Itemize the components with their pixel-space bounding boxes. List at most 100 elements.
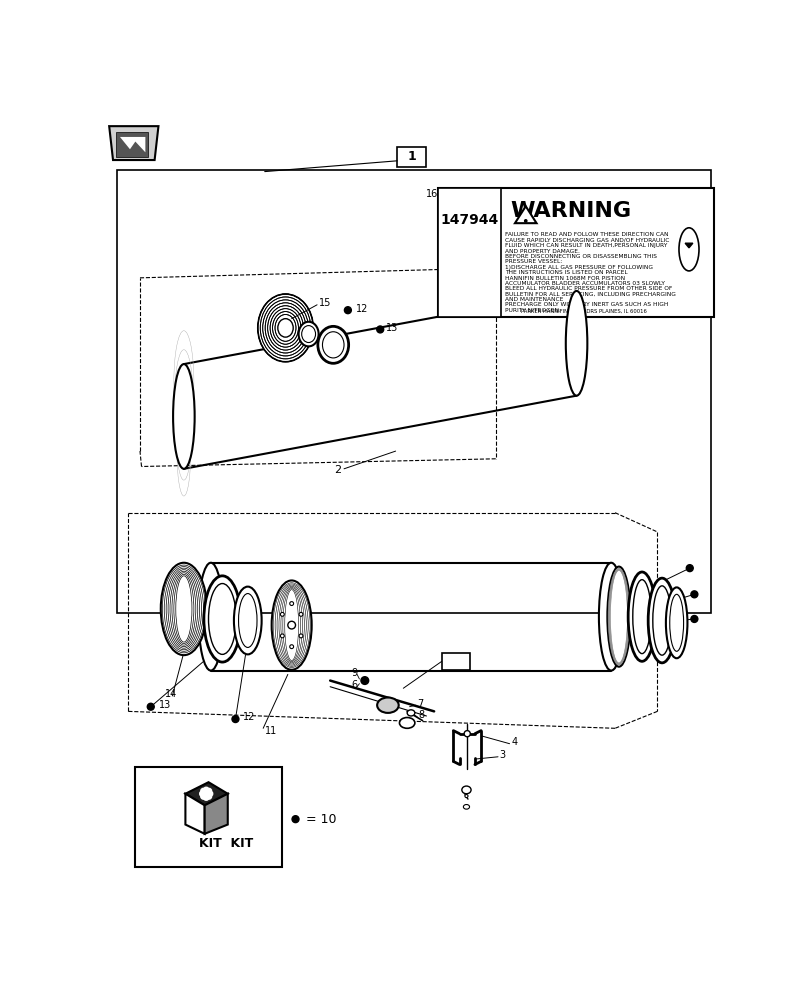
Polygon shape	[109, 126, 158, 160]
Circle shape	[524, 220, 527, 222]
Ellipse shape	[599, 563, 624, 671]
Circle shape	[377, 326, 384, 333]
Text: 1: 1	[407, 150, 416, 163]
Ellipse shape	[173, 364, 195, 469]
Ellipse shape	[462, 786, 471, 794]
Text: 147944: 147944	[440, 213, 499, 227]
Ellipse shape	[204, 576, 241, 662]
Circle shape	[232, 716, 239, 723]
Text: FAILURE TO READ AND FOLLOW THESE DIRECTION CAN: FAILURE TO READ AND FOLLOW THESE DIRECTI…	[505, 232, 668, 237]
Circle shape	[344, 307, 351, 314]
Text: 9: 9	[351, 668, 357, 678]
Circle shape	[201, 789, 206, 793]
Circle shape	[207, 789, 211, 793]
Polygon shape	[120, 137, 145, 152]
Text: = 10: = 10	[306, 813, 337, 826]
Circle shape	[280, 634, 284, 638]
Circle shape	[290, 645, 293, 649]
Text: 16: 16	[426, 189, 438, 199]
Ellipse shape	[566, 291, 587, 396]
Circle shape	[207, 794, 211, 799]
Text: 6: 6	[351, 680, 357, 690]
Ellipse shape	[258, 294, 314, 362]
Text: AND MAINTENANCE: AND MAINTENANCE	[505, 297, 563, 302]
Circle shape	[280, 612, 284, 616]
Circle shape	[201, 794, 206, 799]
Text: 5: 5	[452, 656, 460, 666]
Text: HANNIFIN BULLETIN 1068M FOR PISTION: HANNIFIN BULLETIN 1068M FOR PISTION	[505, 276, 625, 281]
Text: CAUSE RAPIDLY DISCHARGING GAS AND/OF HYDRAULIC: CAUSE RAPIDLY DISCHARGING GAS AND/OF HYD…	[505, 238, 669, 243]
Ellipse shape	[407, 710, 415, 716]
Text: PRESSURE VESSEL:: PRESSURE VESSEL:	[505, 259, 562, 264]
Text: 14: 14	[165, 689, 177, 699]
Ellipse shape	[628, 572, 656, 661]
Ellipse shape	[463, 805, 469, 809]
Text: 4: 4	[511, 737, 517, 747]
Ellipse shape	[271, 580, 312, 670]
Circle shape	[290, 602, 293, 605]
Ellipse shape	[608, 567, 630, 667]
Polygon shape	[185, 794, 204, 834]
Text: FLUID WHICH CAN RESULT IN DEATH,PERSONAL INJURY: FLUID WHICH CAN RESULT IN DEATH,PERSONAL…	[505, 243, 667, 248]
Bar	[398, 147, 427, 167]
Circle shape	[361, 677, 368, 684]
Circle shape	[686, 565, 693, 572]
Circle shape	[691, 615, 698, 622]
Text: KIT  KIT: KIT KIT	[199, 837, 254, 850]
Polygon shape	[204, 794, 228, 834]
Ellipse shape	[299, 322, 318, 346]
Bar	[438, 188, 713, 317]
Text: 13: 13	[386, 323, 398, 333]
Bar	[438, 188, 501, 317]
Ellipse shape	[648, 578, 676, 663]
Text: AND PROPERTY DAMAGE.: AND PROPERTY DAMAGE.	[505, 249, 580, 254]
Text: 8: 8	[419, 710, 425, 720]
Text: 13: 13	[158, 700, 170, 710]
Text: 2: 2	[335, 465, 342, 475]
Text: 3: 3	[499, 750, 506, 760]
Ellipse shape	[377, 698, 398, 713]
Text: WARNING: WARNING	[510, 201, 631, 221]
Ellipse shape	[234, 587, 262, 654]
Ellipse shape	[666, 587, 688, 658]
Polygon shape	[685, 243, 692, 248]
Circle shape	[288, 621, 296, 629]
Text: 12: 12	[356, 304, 368, 314]
Text: BULLETIN FOR ALL SERVICING, INCLUDING PRECHARGING: BULLETIN FOR ALL SERVICING, INCLUDING PR…	[505, 292, 675, 297]
Circle shape	[465, 795, 468, 798]
Text: 1)DISCHARGE ALL GAS PRESSURE OF FOLLOWING: 1)DISCHARGE ALL GAS PRESSURE OF FOLLOWIN…	[505, 265, 653, 270]
Ellipse shape	[318, 326, 348, 363]
Circle shape	[299, 612, 303, 616]
Circle shape	[147, 703, 154, 710]
Text: 11: 11	[265, 726, 277, 736]
Text: PURITY NITROGEN.: PURITY NITROGEN.	[505, 308, 561, 313]
Circle shape	[208, 791, 213, 796]
Ellipse shape	[161, 563, 207, 655]
Circle shape	[200, 788, 213, 800]
Text: 15: 15	[318, 298, 331, 308]
Circle shape	[204, 795, 208, 800]
Ellipse shape	[679, 228, 699, 271]
Text: BLEED ALL HYDRAULIC PRESSURE FROM OTHER SIDE OF: BLEED ALL HYDRAULIC PRESSURE FROM OTHER …	[505, 286, 672, 291]
Circle shape	[464, 731, 470, 737]
Circle shape	[204, 788, 208, 792]
Text: 7: 7	[417, 699, 423, 709]
Text: 12: 12	[243, 712, 255, 722]
Circle shape	[292, 816, 299, 823]
Text: BEFORE DISCONNECTING OR DISASSEMBLING THIS: BEFORE DISCONNECTING OR DISASSEMBLING TH…	[505, 254, 657, 259]
Bar	[442, 653, 469, 670]
Text: PARKER HANNIFIN CORP.,DRS PLAINES, IL 60016: PARKER HANNIFIN CORP.,DRS PLAINES, IL 60…	[520, 309, 646, 314]
Text: THE INSTRUCTIONS IS LISTED ON PARCEL: THE INSTRUCTIONS IS LISTED ON PARCEL	[505, 270, 628, 275]
Circle shape	[299, 634, 303, 638]
Text: PRECHARGE ONLY WITH DRY INERT GAS SUCH AS HIGH: PRECHARGE ONLY WITH DRY INERT GAS SUCH A…	[505, 302, 668, 307]
Circle shape	[200, 791, 204, 796]
Polygon shape	[515, 206, 537, 223]
Text: ACCUMULATOR BLADDER ACCUMULATORS 03 SLOWLY: ACCUMULATOR BLADDER ACCUMULATORS 03 SLOW…	[505, 281, 665, 286]
Ellipse shape	[399, 718, 415, 728]
Bar	[116, 132, 149, 157]
Bar	[117, 170, 711, 613]
Bar	[136, 767, 282, 867]
Polygon shape	[185, 782, 228, 805]
Circle shape	[691, 591, 698, 598]
Ellipse shape	[278, 319, 293, 337]
